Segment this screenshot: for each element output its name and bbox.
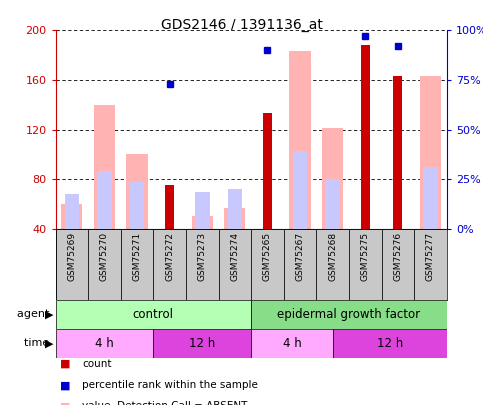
Bar <box>165 185 174 229</box>
Bar <box>316 229 349 300</box>
Text: GSM75275: GSM75275 <box>361 232 370 281</box>
Text: value, Detection Call = ABSENT: value, Detection Call = ABSENT <box>82 401 247 405</box>
Text: ▶: ▶ <box>44 339 53 348</box>
Bar <box>423 167 438 229</box>
Bar <box>393 76 402 229</box>
Bar <box>349 229 382 300</box>
Bar <box>326 179 340 229</box>
Text: GSM75267: GSM75267 <box>296 232 305 281</box>
Text: agent: agent <box>17 309 53 319</box>
Bar <box>361 45 370 229</box>
Bar <box>195 192 210 229</box>
Bar <box>382 229 414 300</box>
Bar <box>414 229 447 300</box>
Text: GDS2146 / 1391136_at: GDS2146 / 1391136_at <box>160 18 323 32</box>
Bar <box>284 229 316 300</box>
Bar <box>293 151 307 229</box>
Text: 4 h: 4 h <box>95 337 114 350</box>
Bar <box>251 329 333 358</box>
Bar <box>420 76 441 229</box>
Bar <box>56 300 251 329</box>
Text: control: control <box>133 308 174 321</box>
Text: epidermal growth factor: epidermal growth factor <box>277 308 421 321</box>
Text: 12 h: 12 h <box>377 337 403 350</box>
Text: GSM75270: GSM75270 <box>100 232 109 281</box>
Text: ■: ■ <box>60 359 71 369</box>
Bar <box>127 154 148 229</box>
Bar <box>56 229 88 300</box>
Text: percentile rank within the sample: percentile rank within the sample <box>82 380 258 390</box>
Bar <box>121 229 154 300</box>
Text: GSM75274: GSM75274 <box>230 232 240 281</box>
Bar <box>192 216 213 229</box>
Text: 12 h: 12 h <box>189 337 215 350</box>
Text: GSM75276: GSM75276 <box>393 232 402 281</box>
Bar <box>251 300 447 329</box>
Bar <box>263 113 272 229</box>
Bar <box>289 51 311 229</box>
Bar <box>322 128 343 229</box>
Text: ▶: ▶ <box>44 309 53 319</box>
Bar <box>154 329 251 358</box>
Bar <box>154 229 186 300</box>
Text: GSM75265: GSM75265 <box>263 232 272 281</box>
Bar <box>186 229 218 300</box>
Bar <box>333 329 447 358</box>
Bar <box>61 204 83 229</box>
Text: GSM75269: GSM75269 <box>67 232 76 281</box>
Bar <box>65 194 79 229</box>
Bar <box>224 208 245 229</box>
Bar <box>219 229 251 300</box>
Text: GSM75277: GSM75277 <box>426 232 435 281</box>
Bar <box>251 229 284 300</box>
Text: time: time <box>24 339 53 348</box>
Bar <box>97 171 112 229</box>
Bar <box>227 189 242 229</box>
Text: GSM75272: GSM75272 <box>165 232 174 281</box>
Text: GSM75268: GSM75268 <box>328 232 337 281</box>
Bar <box>56 329 154 358</box>
Bar <box>88 229 121 300</box>
Text: GSM75273: GSM75273 <box>198 232 207 281</box>
Text: ■: ■ <box>60 401 71 405</box>
Text: count: count <box>82 359 112 369</box>
Text: GSM75271: GSM75271 <box>132 232 142 281</box>
Bar <box>94 105 115 229</box>
Bar <box>130 182 144 229</box>
Text: ■: ■ <box>60 380 71 390</box>
Text: 4 h: 4 h <box>283 337 301 350</box>
